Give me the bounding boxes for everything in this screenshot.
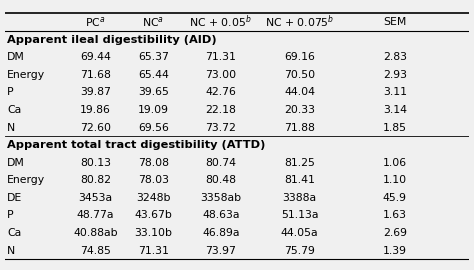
Text: 78.03: 78.03 <box>138 175 169 185</box>
Text: 80.82: 80.82 <box>80 175 111 185</box>
Text: 65.44: 65.44 <box>138 70 169 80</box>
Text: 2.93: 2.93 <box>383 70 407 80</box>
Text: 44.05a: 44.05a <box>281 228 319 238</box>
Text: Ca: Ca <box>7 228 21 238</box>
Text: 2.83: 2.83 <box>383 52 407 62</box>
Text: 81.25: 81.25 <box>284 158 315 168</box>
Text: 20.33: 20.33 <box>284 105 315 115</box>
Text: 69.44: 69.44 <box>80 52 111 62</box>
Text: Apparent total tract digestibility (ATTD): Apparent total tract digestibility (ATTD… <box>7 140 265 150</box>
Text: 43.67b: 43.67b <box>135 210 173 220</box>
Text: 40.88ab: 40.88ab <box>73 228 118 238</box>
Text: DM: DM <box>7 52 25 62</box>
Text: 78.08: 78.08 <box>138 158 169 168</box>
Text: P: P <box>7 210 14 220</box>
Text: 70.50: 70.50 <box>284 70 315 80</box>
Text: N: N <box>7 123 15 133</box>
Text: 3388a: 3388a <box>283 193 317 203</box>
Text: 33.10b: 33.10b <box>135 228 173 238</box>
Text: 48.63a: 48.63a <box>202 210 239 220</box>
Text: DM: DM <box>7 158 25 168</box>
Text: 69.16: 69.16 <box>284 52 315 62</box>
Text: 72.60: 72.60 <box>80 123 111 133</box>
Text: NC + 0.075$^b$: NC + 0.075$^b$ <box>265 14 335 30</box>
Text: 75.79: 75.79 <box>284 246 315 256</box>
Text: DE: DE <box>7 193 22 203</box>
Text: 48.77a: 48.77a <box>77 210 114 220</box>
Text: Ca: Ca <box>7 105 21 115</box>
Text: 65.37: 65.37 <box>138 52 169 62</box>
Text: PC$^a$: PC$^a$ <box>85 15 106 29</box>
Text: 2.69: 2.69 <box>383 228 407 238</box>
Text: SEM: SEM <box>383 17 407 27</box>
Text: 42.76: 42.76 <box>205 87 236 97</box>
Text: 45.9: 45.9 <box>383 193 407 203</box>
Text: 1.39: 1.39 <box>383 246 407 256</box>
Text: 73.72: 73.72 <box>205 123 236 133</box>
Text: Energy: Energy <box>7 175 45 185</box>
Text: P: P <box>7 87 14 97</box>
Text: 39.87: 39.87 <box>80 87 111 97</box>
Text: Apparent ileal digestibility (AID): Apparent ileal digestibility (AID) <box>7 35 217 45</box>
Text: 22.18: 22.18 <box>205 105 236 115</box>
Text: 1.63: 1.63 <box>383 210 407 220</box>
Text: 51.13a: 51.13a <box>281 210 319 220</box>
Text: 19.86: 19.86 <box>80 105 111 115</box>
Text: 71.31: 71.31 <box>138 246 169 256</box>
Text: 19.09: 19.09 <box>138 105 169 115</box>
Text: 1.10: 1.10 <box>383 175 407 185</box>
Text: 74.85: 74.85 <box>80 246 111 256</box>
Text: NC$^a$: NC$^a$ <box>142 15 164 29</box>
Text: 3453a: 3453a <box>78 193 112 203</box>
Text: 44.04: 44.04 <box>284 87 315 97</box>
Text: 3.11: 3.11 <box>383 87 407 97</box>
Text: 39.65: 39.65 <box>138 87 169 97</box>
Text: 80.13: 80.13 <box>80 158 111 168</box>
Text: NC + 0.05$^b$: NC + 0.05$^b$ <box>190 14 252 30</box>
Text: 73.00: 73.00 <box>205 70 237 80</box>
Text: 1.06: 1.06 <box>383 158 407 168</box>
Text: 46.89a: 46.89a <box>202 228 239 238</box>
Text: N: N <box>7 246 15 256</box>
Text: 71.68: 71.68 <box>80 70 111 80</box>
Text: 71.31: 71.31 <box>205 52 236 62</box>
Text: 80.48: 80.48 <box>205 175 236 185</box>
Text: 80.74: 80.74 <box>205 158 236 168</box>
Text: 3358ab: 3358ab <box>200 193 241 203</box>
Text: 71.88: 71.88 <box>284 123 315 133</box>
Text: 1.85: 1.85 <box>383 123 407 133</box>
Text: Energy: Energy <box>7 70 45 80</box>
Text: 73.97: 73.97 <box>205 246 236 256</box>
Text: 3.14: 3.14 <box>383 105 407 115</box>
Text: 69.56: 69.56 <box>138 123 169 133</box>
Text: 81.41: 81.41 <box>284 175 315 185</box>
Text: 3248b: 3248b <box>136 193 171 203</box>
